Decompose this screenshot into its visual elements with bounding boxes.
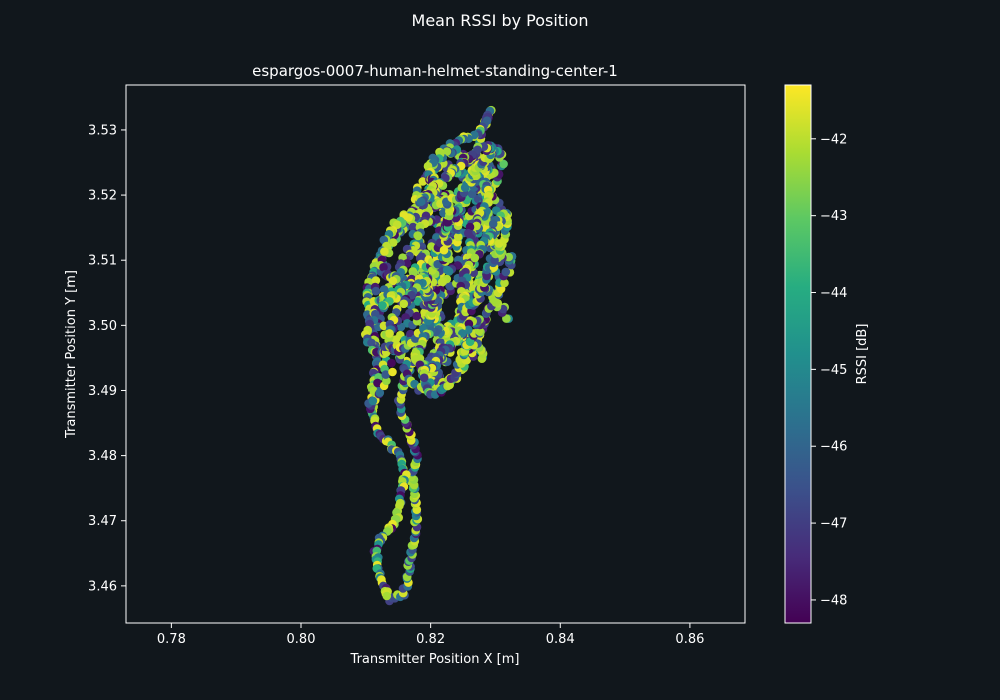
scatter-point — [418, 177, 428, 186]
y-tick-label: 3.50 — [88, 319, 117, 334]
scatter-point — [437, 278, 447, 287]
scatter-point — [388, 238, 398, 247]
scatter-point — [500, 278, 509, 288]
y-axis: 3.46 3.47 3.48 3.49 3.50 3.51 3.52 3.53 — [88, 123, 126, 594]
x-axis-label: Transmitter Position X [m] — [350, 652, 520, 667]
y-tick-label: 3.52 — [88, 189, 117, 204]
scatter-point — [472, 221, 481, 231]
colorbar-tick-label: −47 — [820, 517, 847, 532]
scatter-point — [488, 219, 498, 229]
figure-suptitle: Mean RSSI by Position — [412, 11, 589, 30]
scatter-point — [373, 378, 382, 388]
scatter-point — [501, 267, 511, 277]
scatter-point — [379, 263, 388, 272]
colorbar-tick-label: −45 — [820, 363, 847, 378]
scatter-point — [445, 207, 454, 216]
chart-title: espargos-0007-human-helmet-standing-cent… — [252, 62, 618, 80]
scatter-points — [361, 105, 517, 606]
colorbar-tick-label: −44 — [820, 286, 847, 301]
scatter-point — [388, 276, 398, 286]
scatter-point — [442, 147, 452, 156]
scatter-point — [399, 299, 409, 309]
colorbar-tick-label: −46 — [820, 440, 847, 455]
scatter-point — [382, 376, 391, 386]
scatter-point — [470, 253, 480, 263]
scatter-point — [453, 232, 463, 242]
scatter-point — [442, 265, 452, 275]
scatter-point — [412, 311, 422, 321]
scatter-point — [380, 247, 389, 256]
scatter-point — [499, 159, 508, 169]
y-axis-label: Transmitter Position Y [m] — [64, 270, 79, 439]
y-tick-label: 3.49 — [88, 384, 117, 399]
scatter-point — [439, 245, 449, 255]
scatter-point — [387, 358, 396, 368]
y-tick-label: 3.46 — [88, 579, 117, 594]
scatter-point — [489, 295, 499, 305]
scatter-point — [402, 259, 412, 268]
x-tick-label: 0.78 — [157, 632, 186, 647]
colorbar-tick-label: −42 — [820, 132, 847, 147]
scatter-point — [419, 373, 429, 383]
scatter-point — [368, 396, 378, 406]
y-tick-label: 3.48 — [88, 449, 117, 464]
scatter-point — [416, 197, 426, 206]
x-tick-label: 0.82 — [416, 632, 445, 647]
colorbar-tick-label: −43 — [820, 209, 847, 224]
scatter-point — [482, 271, 492, 281]
scatter-point — [378, 301, 387, 310]
x-tick-label: 0.84 — [546, 632, 575, 647]
colorbar-tick-label: −48 — [820, 593, 847, 608]
x-axis: 0.78 0.80 0.82 0.84 0.86 — [157, 623, 704, 647]
scatter-point — [417, 252, 427, 261]
scatter-point — [408, 222, 418, 232]
scatter-point — [388, 367, 397, 377]
scatter-point — [382, 591, 392, 601]
scatter-point — [371, 286, 381, 296]
y-tick-label: 3.51 — [88, 254, 117, 269]
x-tick-label: 0.86 — [675, 632, 704, 647]
scatter-point — [375, 388, 385, 398]
scatter-point — [371, 276, 381, 285]
scatter-point — [381, 370, 391, 379]
x-tick-label: 0.80 — [287, 632, 316, 647]
scatter-point — [413, 231, 423, 241]
colorbar — [784, 84, 812, 624]
plot-area-frame — [125, 84, 746, 624]
scatter-point — [410, 379, 419, 389]
colorbar-label: RSSI [dB] — [855, 324, 870, 385]
scatter-point — [502, 314, 511, 323]
scatter-point — [385, 329, 394, 338]
y-tick-label: 3.53 — [88, 123, 117, 138]
y-tick-label: 3.47 — [88, 514, 117, 529]
colorbar-axis: −48 −47 −46 −45 −44 −43 −42 — [811, 132, 847, 608]
